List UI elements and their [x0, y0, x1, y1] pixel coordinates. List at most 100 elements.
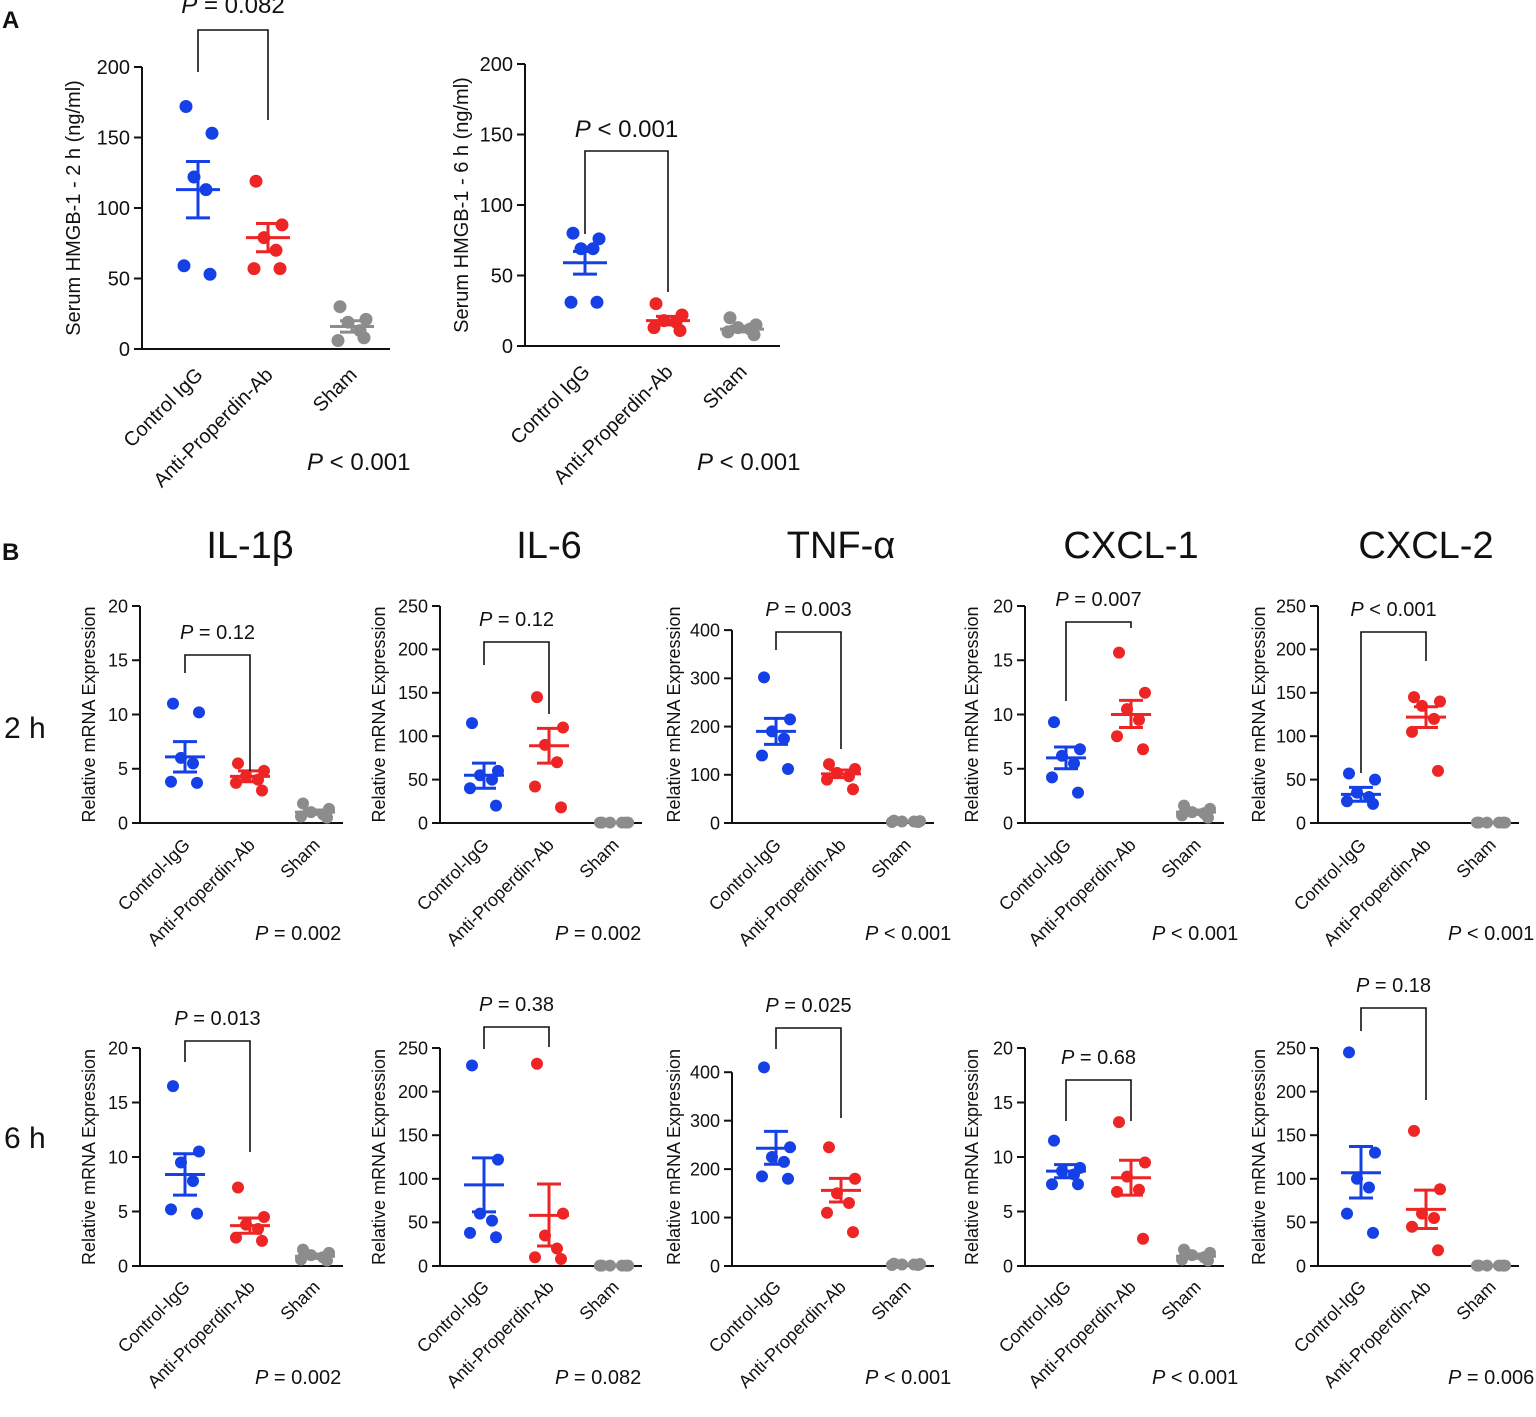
data-point — [179, 99, 193, 113]
data-point — [1139, 1156, 1151, 1169]
series-1 — [1406, 691, 1446, 777]
data-point — [1432, 1244, 1444, 1257]
series-1 — [529, 691, 569, 814]
series-2 — [1176, 1243, 1216, 1267]
comparison-bracket — [775, 1027, 842, 1118]
data-point — [784, 713, 796, 726]
x-category-label: Anti-Properdin-Ab — [144, 835, 259, 950]
y-tick-label: 0 — [710, 813, 720, 833]
comparison-p-value: P = 0.18 — [1356, 975, 1431, 997]
data-point — [1046, 1178, 1058, 1191]
y-tick-label: 200 — [1276, 1082, 1306, 1102]
data-point — [1139, 686, 1151, 699]
panel-label-b: B — [2, 539, 19, 566]
x-category-label: Anti-Properdin-Ab — [735, 835, 850, 950]
y-axis-label: Relative mRNA Expression — [369, 1049, 389, 1265]
series-1 — [1111, 646, 1151, 756]
x-category-label: Sham — [276, 1277, 323, 1324]
data-point — [555, 1253, 567, 1266]
chart-title: CXCL-1 — [1063, 525, 1198, 567]
data-point — [1133, 1183, 1145, 1196]
y-tick-label: 0 — [118, 1256, 128, 1276]
data-point — [1068, 757, 1080, 770]
data-point — [232, 1181, 244, 1194]
data-point — [258, 1210, 270, 1223]
y-tick-label: 0 — [119, 339, 130, 361]
data-point — [555, 801, 567, 814]
data-point — [464, 782, 476, 795]
comparison-p-value: P = 0.082 — [181, 0, 284, 19]
comparison-bracket — [1360, 631, 1427, 773]
y-axis-label: Relative mRNA Expression — [664, 606, 684, 822]
data-point — [490, 799, 502, 812]
y-axis-label: Relative mRNA Expression — [664, 1049, 684, 1265]
data-point — [778, 732, 790, 745]
data-point — [203, 267, 217, 281]
data-point — [1369, 773, 1381, 786]
series-0 — [756, 1061, 796, 1185]
y-tick-label: 15 — [108, 651, 128, 671]
comparison-p-value: P = 0.007 — [1055, 589, 1141, 611]
overall-p-value: P < 0.001 — [1152, 1367, 1238, 1389]
data-point — [1133, 713, 1145, 726]
x-category-label: Sham — [1452, 835, 1499, 882]
data-point — [193, 1145, 205, 1158]
overall-p-value: P = 0.002 — [555, 923, 641, 945]
panel-label-a: A — [2, 7, 19, 34]
data-point — [823, 1141, 835, 1154]
data-point — [647, 321, 661, 335]
series-1 — [821, 758, 861, 796]
series-2 — [720, 311, 764, 342]
data-point — [756, 749, 768, 762]
data-point — [566, 226, 580, 240]
overall-p-value: P < 0.001 — [865, 923, 951, 945]
y-tick-label: 20 — [993, 1038, 1013, 1058]
y-tick-label: 0 — [1296, 1256, 1306, 1276]
y-tick-label: 100 — [1276, 727, 1306, 747]
y-tick-label: 50 — [408, 770, 428, 790]
x-category-label: Sham — [1157, 835, 1204, 882]
y-tick-label: 0 — [502, 336, 513, 358]
y-tick-label: 150 — [97, 128, 130, 150]
series-2 — [1176, 799, 1216, 824]
series-0 — [176, 99, 220, 281]
x-category-label: Sham — [867, 835, 914, 882]
data-point — [193, 706, 205, 719]
data-point — [464, 1226, 476, 1239]
series-1 — [230, 1181, 270, 1247]
data-point — [756, 1170, 768, 1183]
comparison-p-value: P < 0.001 — [575, 116, 678, 143]
chart-title: TNF-α — [787, 525, 896, 567]
data-point — [1113, 646, 1125, 659]
y-tick-label: 10 — [108, 705, 128, 725]
data-point — [821, 773, 833, 786]
y-tick-label: 10 — [108, 1147, 128, 1167]
series-0 — [1046, 716, 1086, 799]
y-tick-label: 200 — [398, 1082, 428, 1102]
data-point — [586, 242, 600, 256]
y-tick-label: 0 — [1296, 813, 1306, 833]
y-axis-label: Relative mRNA Expression — [369, 606, 389, 822]
data-point — [821, 1206, 833, 1219]
overall-p-value: P = 0.002 — [255, 1367, 341, 1389]
overall-p-value: P = 0.002 — [255, 923, 341, 945]
data-point — [847, 783, 859, 796]
series-2 — [886, 1257, 926, 1272]
y-axis-label: Relative mRNA Expression — [1249, 1049, 1269, 1265]
series-0 — [165, 1080, 205, 1220]
series-2 — [594, 816, 634, 829]
y-tick-label: 5 — [1003, 759, 1013, 779]
data-point — [205, 126, 219, 140]
data-point — [1341, 795, 1353, 808]
y-tick-label: 20 — [108, 1038, 128, 1058]
data-point — [758, 1061, 770, 1074]
data-point — [1434, 695, 1446, 708]
row-label-2h: 2 h — [4, 712, 46, 745]
data-point — [782, 1172, 794, 1185]
data-point — [1408, 691, 1420, 704]
data-point — [557, 721, 569, 734]
x-category-label: Anti-Properdin-Ab — [735, 1277, 850, 1392]
